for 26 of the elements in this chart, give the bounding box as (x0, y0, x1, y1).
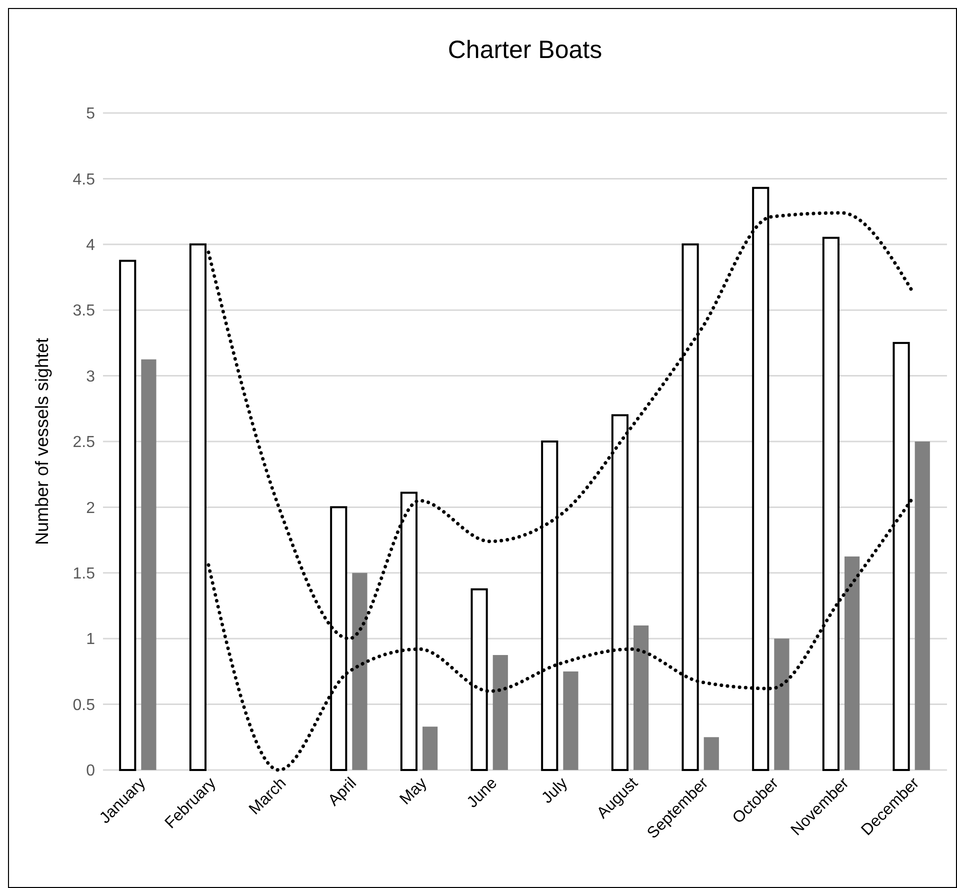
y-tick-label: 0.5 (72, 696, 96, 714)
y-tick-label: 5 (86, 106, 96, 123)
bar (492, 655, 508, 770)
y-tick-label: 3.5 (72, 302, 96, 320)
bar (914, 442, 930, 770)
y-tick-label: 1.5 (72, 566, 96, 582)
y-tick-label: 1 (86, 631, 96, 648)
x-tick-label: May (396, 774, 430, 808)
y-tick-label: 4 (86, 237, 96, 254)
bar (119, 260, 136, 771)
y-tick-label: 0 (86, 762, 96, 780)
bar (844, 556, 860, 770)
y-tick-label: 3 (86, 368, 96, 386)
bar (422, 726, 438, 770)
y-tick-label: 4.5 (72, 171, 96, 188)
bar (704, 737, 719, 770)
y-axis-title: Number of vessels sightet (32, 338, 52, 546)
y-tick-label: 2 (86, 500, 96, 517)
bar (352, 572, 368, 770)
bar (774, 638, 790, 770)
bar (141, 359, 156, 770)
bar (634, 625, 649, 770)
x-tick-label: July (538, 774, 571, 807)
bar (563, 671, 578, 770)
y-tick-label: 2.5 (72, 434, 96, 452)
chart-title: Charter Boats (448, 36, 602, 64)
